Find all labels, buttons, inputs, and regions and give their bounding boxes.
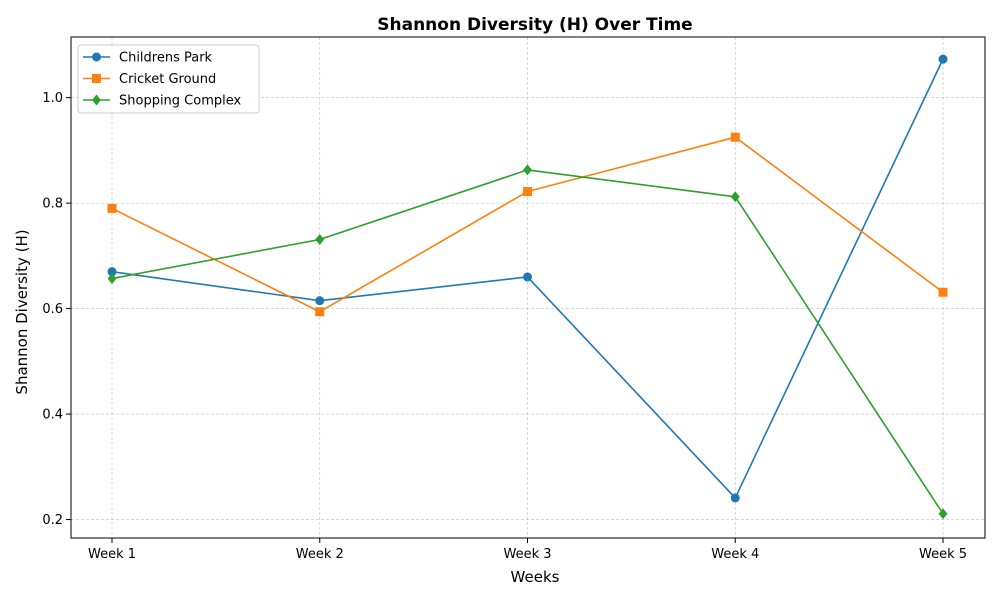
data-point-cricket-ground [730, 132, 740, 142]
data-point-cricket-ground [315, 307, 325, 317]
legend-item-shopping-complex: Shopping Complex [83, 94, 242, 109]
legend-label: Cricket Ground [119, 72, 216, 87]
data-point-cricket-ground [938, 287, 948, 297]
data-point-shopping-complex [315, 234, 325, 246]
legend-label: Shopping Complex [119, 94, 242, 109]
x-tick-label: Week 4 [711, 547, 759, 562]
legend-item-cricket-ground: Cricket Ground [83, 72, 216, 87]
y-tick-label: 0.6 [42, 302, 63, 317]
axes: Week 1 Week 2 Week 3 Week 4 Week 5 0.2 0.4 0.6 0… [42, 36, 986, 562]
data-point-shopping-complex [730, 191, 740, 203]
legend-marker [92, 94, 101, 106]
series-cricket-ground [107, 132, 948, 317]
y-axis-label: Shannon Diversity (H) [13, 229, 31, 394]
grid [71, 37, 985, 538]
legend-label: Childrens Park [119, 51, 213, 66]
x-tick-label: Week 5 [919, 547, 967, 562]
legend-marker [92, 74, 101, 83]
x-tick-label: Week 3 [503, 547, 551, 562]
data-point-shopping-complex [107, 273, 117, 285]
data-point-childrens-park [730, 493, 740, 503]
legend-box [77, 44, 260, 114]
legend-marker [92, 52, 101, 62]
legend: Childrens Park Cricket Ground Shopping Com… [77, 44, 260, 114]
series-childrens-park [107, 54, 948, 503]
legend-item-childrens-park: Childrens Park [83, 51, 213, 66]
data-point-childrens-park [523, 272, 532, 282]
y-tick-label: 0.8 [42, 197, 63, 212]
series [107, 54, 948, 520]
chart-title: Shannon Diversity (H) Over Time [377, 15, 692, 35]
data-point-childrens-park [315, 296, 325, 306]
x-axis-label: Weeks [511, 568, 560, 586]
x-tick-label: Week 2 [296, 547, 344, 562]
y-tick-label: 0.4 [42, 408, 63, 423]
y-tick-label: 0.2 [42, 513, 63, 528]
x-tick-label: Week 1 [88, 547, 136, 562]
data-point-cricket-ground [107, 203, 117, 213]
data-point-shopping-complex [938, 508, 948, 520]
data-point-childrens-park [107, 267, 117, 277]
data-point-childrens-park [938, 54, 948, 64]
data-point-shopping-complex [523, 164, 532, 176]
y-tick-label: 1.0 [42, 91, 63, 106]
data-point-cricket-ground [523, 187, 532, 197]
series-shopping-complex [107, 164, 948, 520]
